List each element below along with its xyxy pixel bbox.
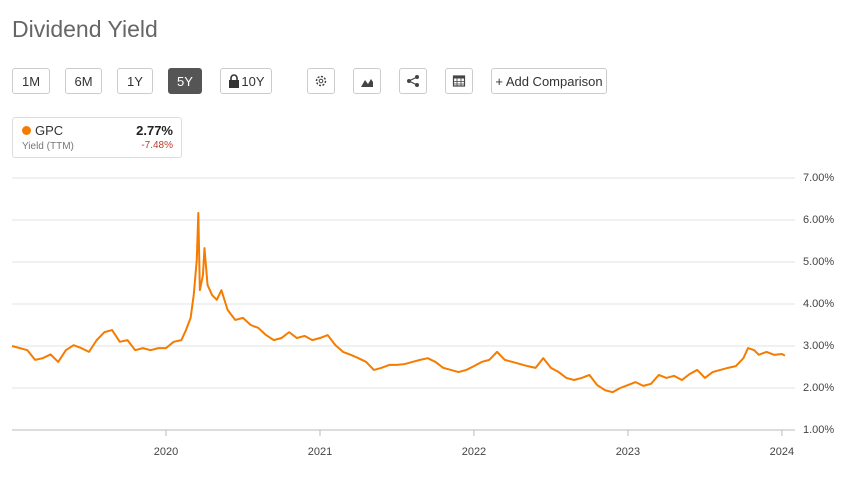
settings-button[interactable] [307,68,335,94]
legend-name: GPC [35,123,64,138]
legend-dot [22,126,31,135]
range-button[interactable]: 10Y [220,68,272,94]
metric-label: Yield (TTM) [22,141,74,152]
title: Dividend Yield [12,16,158,42]
share-button[interactable] [399,68,427,94]
y-tick-label: 5.00% [803,256,834,268]
x-tick-label: 2024 [770,446,794,458]
range-label: 10Y [241,73,265,89]
y-tick-label: 2.00% [803,382,834,394]
gear-icon [315,75,327,87]
y-tick-label: 3.00% [803,340,834,352]
range-button[interactable]: 6M [65,68,102,94]
x-tick-label: 2020 [154,446,178,458]
chart-type-button[interactable] [353,68,381,94]
legend-card: GPC Yield (TTM) 2.77% -7.48% [12,117,182,158]
chart-icon [361,79,373,87]
x-tick-label: 2022 [462,446,486,458]
x-tick-label: 2023 [616,446,640,458]
x-tick-label: 2021 [308,446,332,458]
range-button[interactable]: 1Y [117,68,153,94]
table-icon [452,75,466,87]
y-tick-label: 7.00% [803,172,834,184]
range-button[interactable]: 5Y [168,68,202,94]
lock-icon [229,74,240,88]
y-tick-label: 4.00% [803,298,834,310]
add-comparison-button[interactable]: + Add Comparison [491,68,607,94]
series-line [11,211,786,394]
y-tick-label: 6.00% [803,214,834,226]
share-icon [407,75,419,87]
change-value: -7.48% [141,140,173,151]
range-button[interactable]: 1M [12,68,50,94]
y-tick-label: 1.00% [803,424,834,436]
current-value: 2.77% [136,123,173,138]
table-button[interactable] [445,68,473,94]
